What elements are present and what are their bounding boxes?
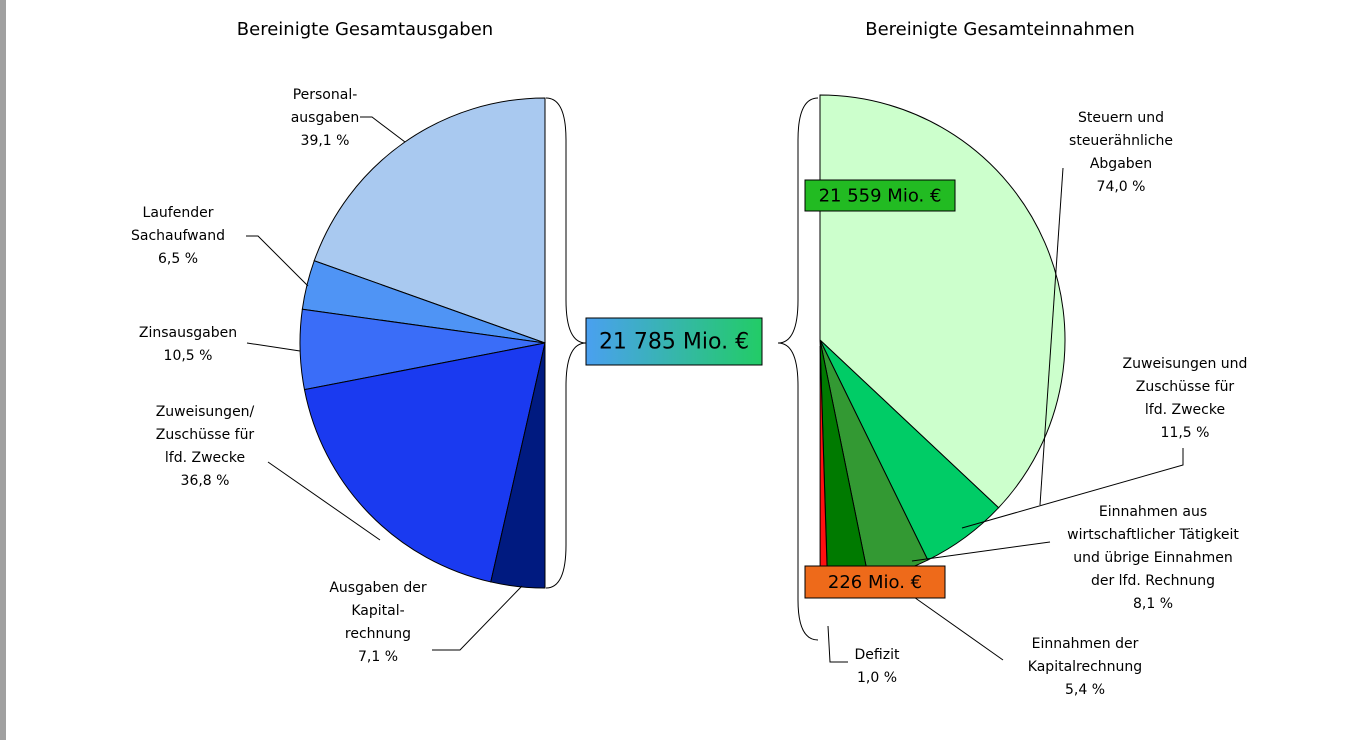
slice-label: der lfd. Rechnung — [1091, 573, 1215, 589]
slice-label: Personal- — [293, 87, 358, 103]
pie-slice — [313, 97, 546, 344]
leader-line — [911, 541, 1051, 562]
leader-line — [246, 235, 309, 287]
slice-value-label: 11,5 % — [1161, 425, 1210, 441]
leader-line — [246, 342, 301, 352]
total-box — [804, 179, 956, 212]
slice-value-label: 1,0 % — [857, 670, 897, 686]
total-label: 226 Mio. € — [828, 572, 922, 593]
leader-line — [1039, 167, 1064, 506]
slice-label: und übrige Einnahmen — [1073, 550, 1233, 566]
slice-value-label: 74,0 % — [1097, 179, 1146, 195]
chart-title: Bereinigte Gesamtausgaben — [237, 19, 493, 40]
slice-value-label: 39,1 % — [301, 133, 350, 149]
slice-label: Zuschüsse für — [156, 427, 255, 443]
total-box — [804, 565, 946, 599]
slice-label: Abgaben — [1090, 156, 1152, 172]
leader-line — [267, 461, 381, 541]
slice-label: lfd. Zwecke — [165, 450, 245, 466]
slice-value-label: 7,1 % — [358, 649, 398, 665]
slice-label: Steuern und — [1078, 110, 1164, 126]
slice-label: Einnahmen aus — [1099, 504, 1207, 520]
leader-line — [827, 625, 848, 663]
slice-label: Zuweisungen und — [1123, 356, 1248, 372]
chart-title: Bereinigte Gesamteinnahmen — [865, 19, 1135, 40]
slice-label: Sachaufwand — [131, 228, 225, 244]
slice-label: Kapital- — [351, 603, 404, 619]
total-box — [585, 317, 763, 366]
slice-value-label: 6,5 % — [158, 251, 198, 267]
slice-label: lfd. Zwecke — [1145, 402, 1225, 418]
slice-value-label: 8,1 % — [1133, 596, 1173, 612]
brace-right — [777, 97, 819, 641]
total-label: 21 785 Mio. € — [599, 330, 749, 355]
slice-label: Zinsausgaben — [139, 325, 237, 341]
slice-label: Zuschüsse für — [1136, 379, 1235, 395]
slice-label: rechnung — [345, 626, 411, 642]
slice-label: wirtschaftlicher Tätigkeit — [1067, 527, 1239, 543]
leader-line — [432, 585, 523, 651]
slice-label: ausgaben — [291, 110, 360, 126]
slice-label: Defizit — [855, 647, 900, 663]
leader-line — [961, 448, 1184, 529]
slice-label: Ausgaben der — [329, 580, 427, 596]
pie-slice — [490, 342, 546, 589]
slice-value-label: 10,5 % — [164, 348, 213, 364]
slice-label: Einnahmen der — [1032, 636, 1139, 652]
slice-label: Kapitalrechnung — [1028, 659, 1142, 675]
slice-value-label: 5,4 % — [1065, 682, 1105, 698]
brace-left — [545, 97, 587, 589]
left-border — [0, 0, 6, 740]
slice-label: Zuweisungen/ — [156, 404, 255, 420]
slice-label: Laufender — [143, 205, 214, 221]
leader-line — [360, 116, 406, 143]
slice-value-label: 36,8 % — [181, 473, 230, 489]
slice-label: steuerähnliche — [1069, 133, 1173, 149]
total-label: 21 559 Mio. € — [819, 186, 942, 207]
pie-slice — [303, 342, 546, 583]
